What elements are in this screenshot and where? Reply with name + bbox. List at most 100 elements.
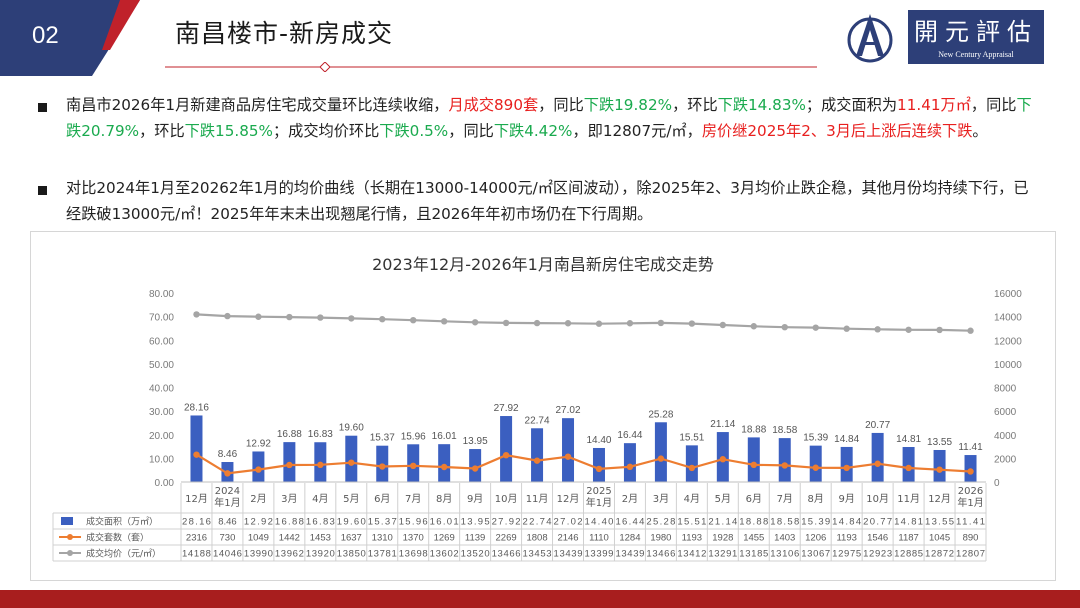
line-point	[193, 451, 200, 458]
y-right-tick-label: 8000	[994, 384, 1017, 395]
bar-area	[933, 449, 946, 482]
table-cell-value: 13.95	[461, 517, 490, 528]
line-point	[719, 456, 727, 463]
table-cell-value: 15.51	[677, 517, 706, 528]
y-left-tick-label: 80.00	[149, 289, 174, 300]
table-cell-value: 13412	[677, 549, 706, 560]
table-cell-value: 1269	[434, 533, 455, 544]
logo-chinese-name: 開元評估	[914, 18, 1038, 46]
table-cell-value: 1928	[712, 533, 733, 544]
x-category-label: 3月	[653, 493, 669, 505]
y-right-tick-label: 2000	[994, 454, 1017, 465]
text-segment: ，同比	[538, 96, 584, 114]
chart-title: 2023年12月-2026年1月南昌新房住宅成交走势	[372, 255, 714, 274]
bar-area	[902, 447, 915, 482]
slide-title: 南昌楼市-新房成交	[175, 19, 394, 48]
text-segment: ；成交面积为	[805, 96, 898, 114]
line-point	[533, 457, 541, 464]
x-category-label: 11月	[526, 493, 549, 505]
table-cell-value: 1049	[248, 533, 269, 544]
bar-data-label: 14.81	[896, 434, 921, 445]
table-cell-value: 19.60	[337, 517, 366, 528]
series-line-price	[196, 313, 971, 332]
text-segment: 房价继2025年2、3月后上涨后连续下跌	[701, 122, 973, 140]
bar-data-label: 16.83	[308, 429, 333, 440]
bar-area	[871, 432, 884, 482]
series-line-units	[195, 453, 971, 475]
bar-area	[500, 416, 513, 482]
table-cell-value: 28.16	[182, 517, 211, 528]
bar-area	[345, 435, 358, 482]
line-point	[905, 464, 912, 472]
y-left-tick-label: 60.00	[149, 336, 174, 347]
x-category-label: 4月	[312, 493, 328, 505]
bar-area	[778, 438, 791, 482]
legend-series-name: 成交套数（套）	[86, 532, 149, 544]
y-right-tick-label: 16000	[994, 289, 1022, 300]
table-cell-value: 1403	[774, 533, 795, 544]
line-point	[502, 451, 510, 459]
table-cell-value: 13439	[554, 549, 583, 560]
table-cell-value: 13466	[492, 549, 521, 560]
text-segment: 对比2024年1月至20262年1月的均价曲线（长期在13000-14000元/…	[66, 179, 1029, 223]
line-point	[502, 319, 510, 327]
table-cell-value: 22.74	[523, 517, 552, 528]
table-cell-value: 16.83	[306, 517, 335, 528]
line-point	[688, 464, 696, 472]
table-cell-value: 13990	[244, 549, 273, 560]
text-segment: ，环比	[672, 96, 718, 114]
bar-data-label: 16.44	[617, 430, 642, 441]
table-cell-value: 14.81	[894, 517, 923, 528]
logo-english-name: New Century Appraisal	[938, 50, 1014, 59]
line-point	[471, 319, 479, 326]
bar-area	[190, 415, 203, 482]
y-right-tick-label: 10000	[994, 360, 1022, 371]
bar-data-label: 16.88	[277, 429, 302, 440]
table-cell-value: 16.88	[275, 517, 304, 528]
table-cell-value: 2316	[186, 533, 207, 544]
bar-area	[592, 447, 605, 482]
y-right-tick-label: 6000	[994, 407, 1017, 418]
table-cell-value: 13.55	[925, 517, 954, 528]
table-cell-value: 1139	[465, 533, 485, 544]
y-left-tick-label: 0.00	[155, 478, 175, 489]
x-category-label: 2026 年1月	[957, 486, 983, 509]
table-cell-value: 15.37	[368, 517, 397, 528]
table-cell-value: 27.92	[492, 517, 521, 528]
text-segment: 下跌4.42%	[493, 122, 573, 140]
table-cell-value: 1980	[650, 533, 671, 544]
bar-data-label: 15.51	[679, 432, 704, 443]
y-left-tick-label: 30.00	[149, 407, 174, 418]
y-left-tick-label: 20.00	[149, 431, 174, 442]
x-category-label: 5月	[343, 493, 359, 505]
table-cell-value: 1453	[310, 533, 331, 544]
table-cell-value: 1045	[929, 533, 950, 544]
text-segment: 下跌19.82%	[583, 96, 673, 114]
x-category-label: 4月	[684, 493, 700, 505]
table-cell-value: 13962	[275, 549, 304, 560]
text-segment: ，同比	[448, 122, 494, 140]
line-point	[533, 319, 541, 327]
line-point	[564, 453, 572, 460]
bar-area	[438, 444, 451, 482]
table-cell-value: 20.77	[863, 517, 892, 528]
trend-chart: 2023年12月-2026年1月南昌新房住宅成交走势 0.00 10.00 20.00…	[52, 255, 1022, 562]
bar-data-label: 13.95	[463, 436, 488, 447]
table-cell-value: 15.96	[399, 517, 428, 528]
line-point	[719, 321, 727, 329]
table-cell-value: 12923	[863, 549, 892, 560]
line-point	[781, 323, 788, 331]
line-point	[657, 455, 665, 462]
table-cell-value: 1284	[619, 533, 640, 544]
line-point	[564, 320, 572, 327]
x-category-label: 8月	[436, 493, 452, 505]
x-category-label: 3月	[281, 493, 297, 505]
bar-data-label: 28.16	[184, 402, 209, 413]
x-category-label: 2月	[250, 493, 266, 505]
table-cell-value: 1637	[341, 533, 362, 544]
table-cell-value: 13185	[739, 549, 768, 560]
text-segment: 下跌20.79%	[66, 96, 1032, 140]
table-cell-value: 12.92	[244, 517, 273, 528]
line-point	[255, 313, 262, 320]
bar-data-label: 21.14	[710, 419, 735, 430]
